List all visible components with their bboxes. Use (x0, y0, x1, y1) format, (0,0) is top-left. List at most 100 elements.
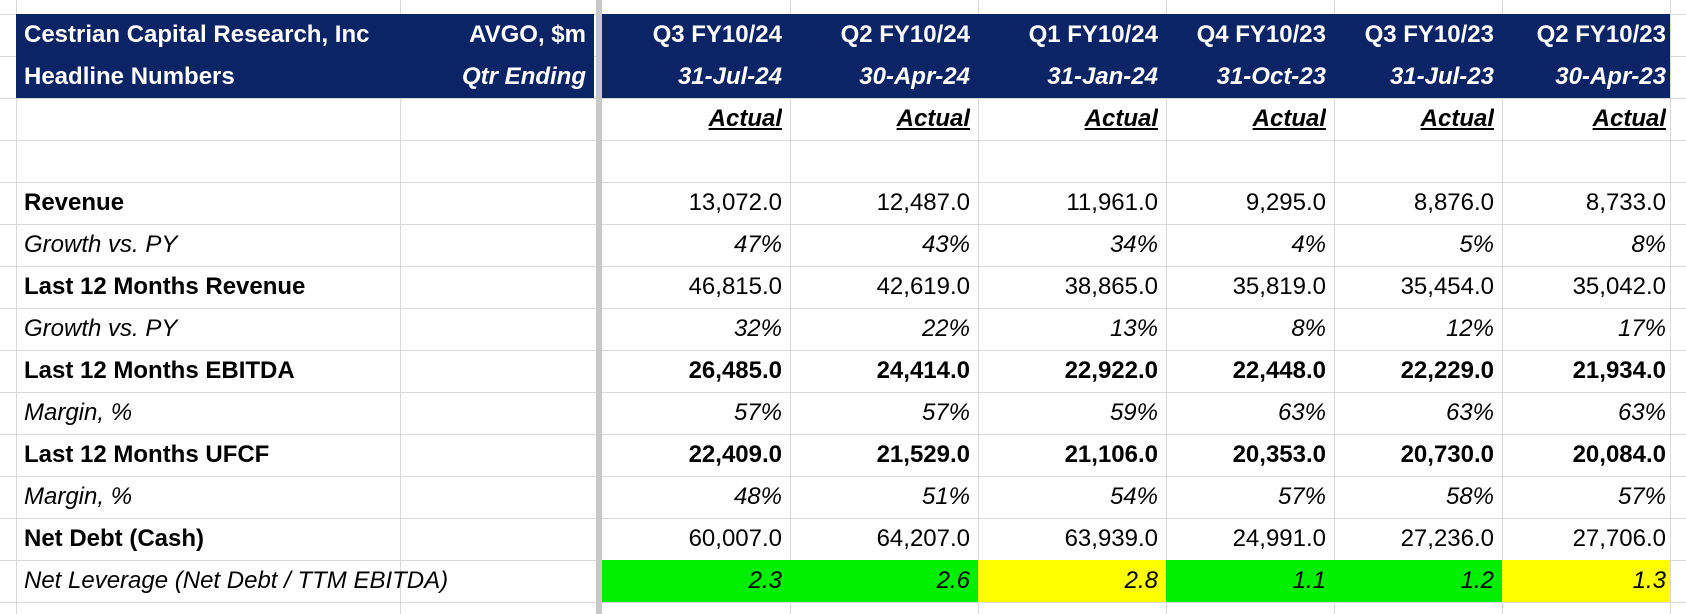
grid-row-line (0, 434, 1686, 435)
table-cell[interactable]: 11,961.0 (1066, 189, 1158, 216)
column-quarter[interactable]: Q3 FY10/23 (1364, 21, 1494, 48)
table-cell[interactable]: 5% (1459, 231, 1494, 258)
header-subtitle: Headline Numbers (24, 63, 235, 90)
column-quarter[interactable]: Q3 FY10/24 (652, 21, 782, 48)
row-label: Last 12 Months UFCF (24, 441, 270, 468)
header-company: Cestrian Capital Research, Inc (24, 21, 370, 48)
table-cell[interactable]: 1.2 (1334, 560, 1502, 602)
table-cell[interactable]: 47% (733, 231, 782, 258)
table-cell[interactable]: 59% (1109, 399, 1158, 426)
table-cell[interactable]: 8,733.0 (1585, 189, 1666, 216)
table-cell[interactable]: 2.8 (978, 560, 1166, 602)
table-cell[interactable]: 24,414.0 (876, 357, 970, 384)
table-cell[interactable]: 63% (1617, 399, 1666, 426)
grid-row-line (0, 224, 1686, 225)
column-date: 30-Apr-23 (1555, 63, 1666, 90)
grid-row-line (0, 266, 1686, 267)
table-cell[interactable]: 57% (1617, 483, 1666, 510)
table-cell[interactable]: 17% (1617, 315, 1666, 342)
grid-column-line (978, 0, 979, 614)
table-cell[interactable]: 12,487.0 (876, 189, 970, 216)
table-cell[interactable]: 57% (1277, 483, 1326, 510)
grid-column-line (16, 0, 17, 614)
table-cell[interactable]: 32% (733, 315, 782, 342)
table-cell[interactable]: 58% (1445, 483, 1494, 510)
table-cell[interactable]: 48% (733, 483, 782, 510)
table-cell[interactable]: 51% (921, 483, 970, 510)
grid-row-line (0, 476, 1686, 477)
column-date: 31-Oct-23 (1216, 63, 1326, 90)
table-cell[interactable]: 26,485.0 (688, 357, 782, 384)
table-cell[interactable]: 46,815.0 (688, 273, 782, 300)
table-cell[interactable]: 4% (1291, 231, 1326, 258)
table-cell[interactable]: 57% (921, 399, 970, 426)
table-cell[interactable]: 8% (1631, 231, 1666, 258)
column-status: Actual (1592, 105, 1666, 132)
column-status: Actual (896, 105, 970, 132)
table-cell[interactable]: 20,084.0 (1572, 441, 1666, 468)
column-date: 31-Jul-23 (1389, 63, 1494, 90)
table-cell[interactable]: 64,207.0 (876, 525, 970, 552)
table-cell[interactable]: 22% (921, 315, 970, 342)
table-cell[interactable]: 22,448.0 (1232, 357, 1326, 384)
table-cell[interactable]: 20,353.0 (1232, 441, 1326, 468)
table-cell[interactable]: 8% (1291, 315, 1326, 342)
table-cell[interactable]: 63% (1277, 399, 1326, 426)
table-cell[interactable]: 35,819.0 (1232, 273, 1326, 300)
table-cell[interactable]: 57% (733, 399, 782, 426)
frozen-pane-divider[interactable] (596, 0, 602, 614)
grid-row-line (0, 140, 1686, 141)
column-status: Actual (708, 105, 782, 132)
table-cell[interactable]: 1.3 (1502, 560, 1670, 602)
grid-row-line (0, 392, 1686, 393)
table-cell[interactable]: 27,236.0 (1400, 525, 1494, 552)
column-date: 31-Jan-24 (1047, 63, 1158, 90)
table-cell[interactable]: 60,007.0 (688, 525, 782, 552)
table-cell[interactable]: 20,730.0 (1400, 441, 1494, 468)
table-cell[interactable]: 43% (921, 231, 970, 258)
table-cell[interactable]: 38,865.0 (1064, 273, 1158, 300)
table-cell[interactable]: 35,454.0 (1400, 273, 1494, 300)
table-cell[interactable]: 63% (1445, 399, 1494, 426)
table-cell[interactable]: 35,042.0 (1572, 273, 1666, 300)
table-cell[interactable]: 21,934.0 (1572, 357, 1666, 384)
column-date: 30-Apr-24 (859, 63, 970, 90)
column-quarter[interactable]: Q1 FY10/24 (1028, 21, 1158, 48)
table-cell[interactable]: 21,106.0 (1064, 441, 1158, 468)
grid-column-line (400, 0, 401, 614)
grid-column-line (1334, 0, 1335, 614)
table-cell[interactable]: 1.1 (1166, 560, 1334, 602)
column-quarter[interactable]: Q2 FY10/24 (840, 21, 970, 48)
row-label: Net Debt (Cash) (24, 525, 205, 552)
row-label: Last 12 Months Revenue (24, 273, 306, 300)
column-status: Actual (1084, 105, 1158, 132)
table-cell[interactable]: 42,619.0 (876, 273, 970, 300)
table-cell[interactable]: 22,922.0 (1064, 357, 1158, 384)
table-cell[interactable]: 8,876.0 (1413, 189, 1494, 216)
table-cell[interactable]: 21,529.0 (876, 441, 970, 468)
table-cell[interactable]: 22,229.0 (1400, 357, 1494, 384)
column-quarter[interactable]: Q2 FY10/23 (1536, 21, 1666, 48)
header-ticker: AVGO, $m (469, 21, 586, 48)
grid-row-line (0, 350, 1686, 351)
table-cell[interactable]: 63,939.0 (1064, 525, 1158, 552)
table-cell[interactable]: 2.3 (602, 560, 790, 602)
grid-row-line (0, 98, 1686, 99)
table-cell[interactable]: 54% (1109, 483, 1158, 510)
table-cell[interactable]: 24,991.0 (1232, 525, 1326, 552)
table-cell[interactable]: 22,409.0 (688, 441, 782, 468)
table-cell[interactable]: 9,295.0 (1245, 189, 1326, 216)
column-status: Actual (1420, 105, 1494, 132)
table-cell[interactable]: 13% (1109, 315, 1158, 342)
table-cell[interactable]: 13,072.0 (688, 189, 782, 216)
row-label: Last 12 Months EBITDA (24, 357, 295, 384)
table-cell[interactable]: 12% (1445, 315, 1494, 342)
header-band-left (16, 14, 594, 98)
table-cell[interactable]: 27,706.0 (1572, 525, 1666, 552)
grid-column-line (1502, 0, 1503, 614)
row-label: Margin, % (24, 483, 133, 510)
column-quarter[interactable]: Q4 FY10/23 (1196, 21, 1326, 48)
table-cell[interactable]: 2.6 (790, 560, 978, 602)
grid-column-line (790, 0, 791, 614)
table-cell[interactable]: 34% (1109, 231, 1158, 258)
